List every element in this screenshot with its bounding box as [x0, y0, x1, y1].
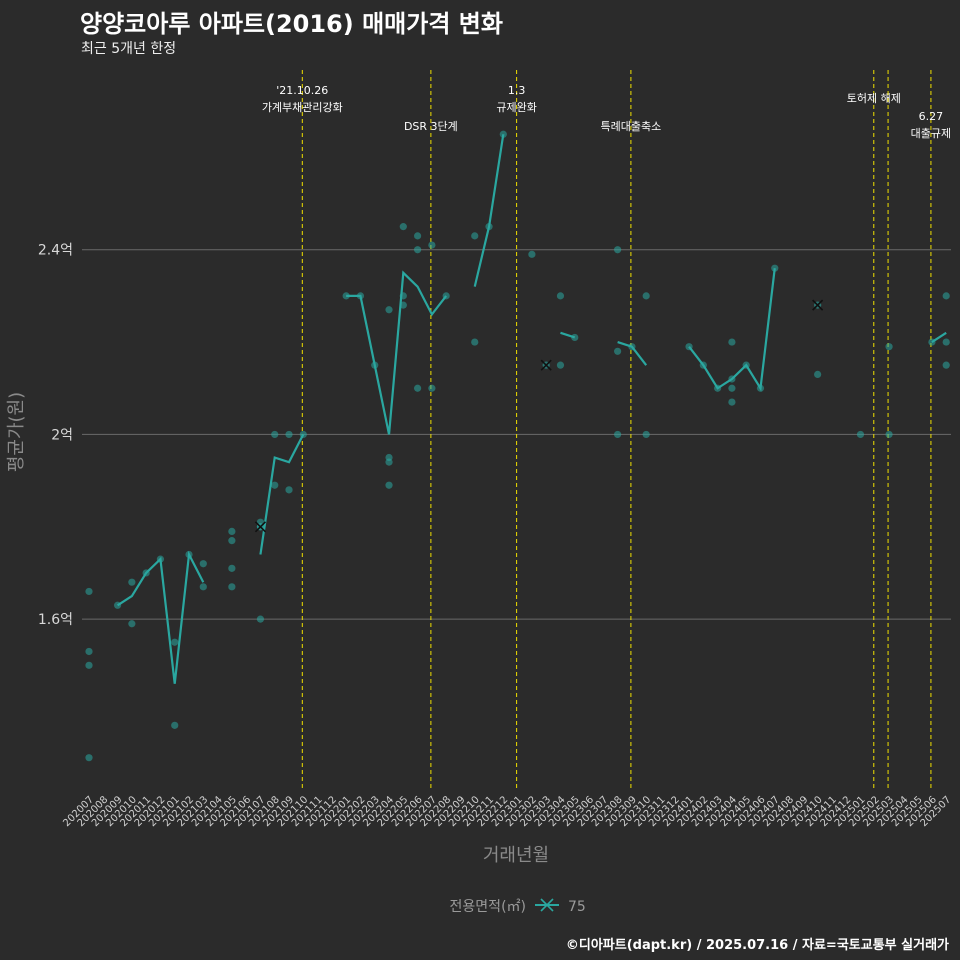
data-point: [199, 560, 207, 568]
event-label: 특례대출축소: [601, 120, 662, 133]
y-axis-title: 평균가(원): [6, 392, 27, 472]
data-point: [814, 370, 822, 378]
data-point: [228, 537, 236, 545]
data-point: [614, 246, 622, 254]
data-point: [199, 583, 207, 591]
data-point: [556, 361, 565, 369]
data-point: [942, 292, 950, 300]
data-point: [285, 430, 293, 439]
avg-price-line: [931, 331, 947, 343]
data-point: [85, 661, 93, 669]
data-point: [385, 481, 393, 489]
avg-price-line: [688, 268, 776, 392]
data-point: [885, 343, 893, 351]
data-point: [728, 398, 736, 406]
x-marker: [540, 359, 552, 371]
y-tick-label: 2억: [51, 427, 73, 443]
x-marker: [812, 299, 824, 311]
data-point: [471, 232, 479, 240]
data-point: [942, 338, 950, 346]
data-point: [413, 232, 422, 240]
avg-price-line: [617, 341, 648, 366]
source-credit: ©디아파트(dapt.kr) / 2025.07.16 / 자료=국토교통부 실…: [565, 938, 949, 953]
data-point: [428, 384, 436, 392]
avg-price-line: [259, 433, 305, 555]
event-label: 가계부채관리강화: [262, 101, 343, 114]
y-tick-label: 2.4억: [38, 243, 73, 259]
data-point: [228, 583, 236, 591]
event-label: 토허제 해제: [847, 91, 901, 105]
data-point: [228, 527, 236, 536]
data-point: [385, 458, 393, 466]
legend-title: 전용면적(㎡): [450, 899, 526, 915]
avg-price-line: [473, 134, 505, 287]
avg-price-line: [116, 550, 205, 684]
data-point: [571, 333, 579, 342]
data-point: [128, 620, 136, 628]
data-point: [271, 430, 279, 439]
event-label: '21.10.26: [276, 84, 328, 97]
x-marker: [254, 521, 267, 533]
data-point: [556, 292, 565, 300]
data-point: [413, 384, 422, 392]
data-point: [642, 430, 650, 439]
data-point: [528, 250, 536, 258]
data-point: [728, 384, 736, 392]
data-point: [885, 430, 893, 439]
data-point: [471, 338, 479, 346]
data-point: [385, 306, 393, 314]
chart-subtitle: 최근 5개년 한정: [81, 41, 177, 57]
data-point: [399, 223, 407, 231]
event-label: 6.27: [919, 110, 944, 123]
event-label: 대출규제: [911, 127, 951, 140]
data-point: [228, 564, 236, 572]
data-point: [614, 430, 622, 439]
event-label: 1.3: [508, 84, 526, 97]
data-point: [856, 430, 865, 439]
data-point: [256, 615, 265, 623]
data-point: [728, 338, 736, 346]
data-point: [85, 587, 93, 596]
data-point: [614, 347, 622, 355]
y-tick-label: 1.6억: [38, 612, 73, 628]
data-point: [428, 241, 436, 249]
x-axis-title: 거래년월: [483, 845, 549, 866]
data-point: [642, 292, 650, 300]
legend-x-swatch: [540, 898, 554, 912]
data-point: [171, 721, 179, 729]
data-point: [942, 361, 950, 369]
avg-price-line: [346, 270, 448, 435]
legend-label: 75: [568, 899, 586, 915]
data-point: [271, 481, 279, 489]
avg-price-line: [560, 331, 576, 339]
event-label: 규제완화: [496, 101, 536, 114]
data-point: [285, 486, 293, 494]
data-point: [128, 578, 136, 586]
data-point: [85, 647, 93, 656]
data-point: [171, 638, 179, 646]
chart-title: 양양코아루 아파트(2016) 매매가격 변화: [80, 10, 503, 38]
data-point: [85, 754, 93, 762]
event-label: DSR 3단계: [404, 120, 458, 133]
data-point: [413, 246, 422, 254]
